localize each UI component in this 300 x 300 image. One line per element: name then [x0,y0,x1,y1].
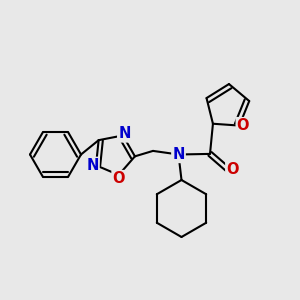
Text: O: O [237,118,249,133]
Text: O: O [226,162,239,177]
Text: N: N [172,147,185,162]
Text: O: O [112,171,125,186]
Text: N: N [118,127,130,142]
Text: N: N [86,158,99,173]
